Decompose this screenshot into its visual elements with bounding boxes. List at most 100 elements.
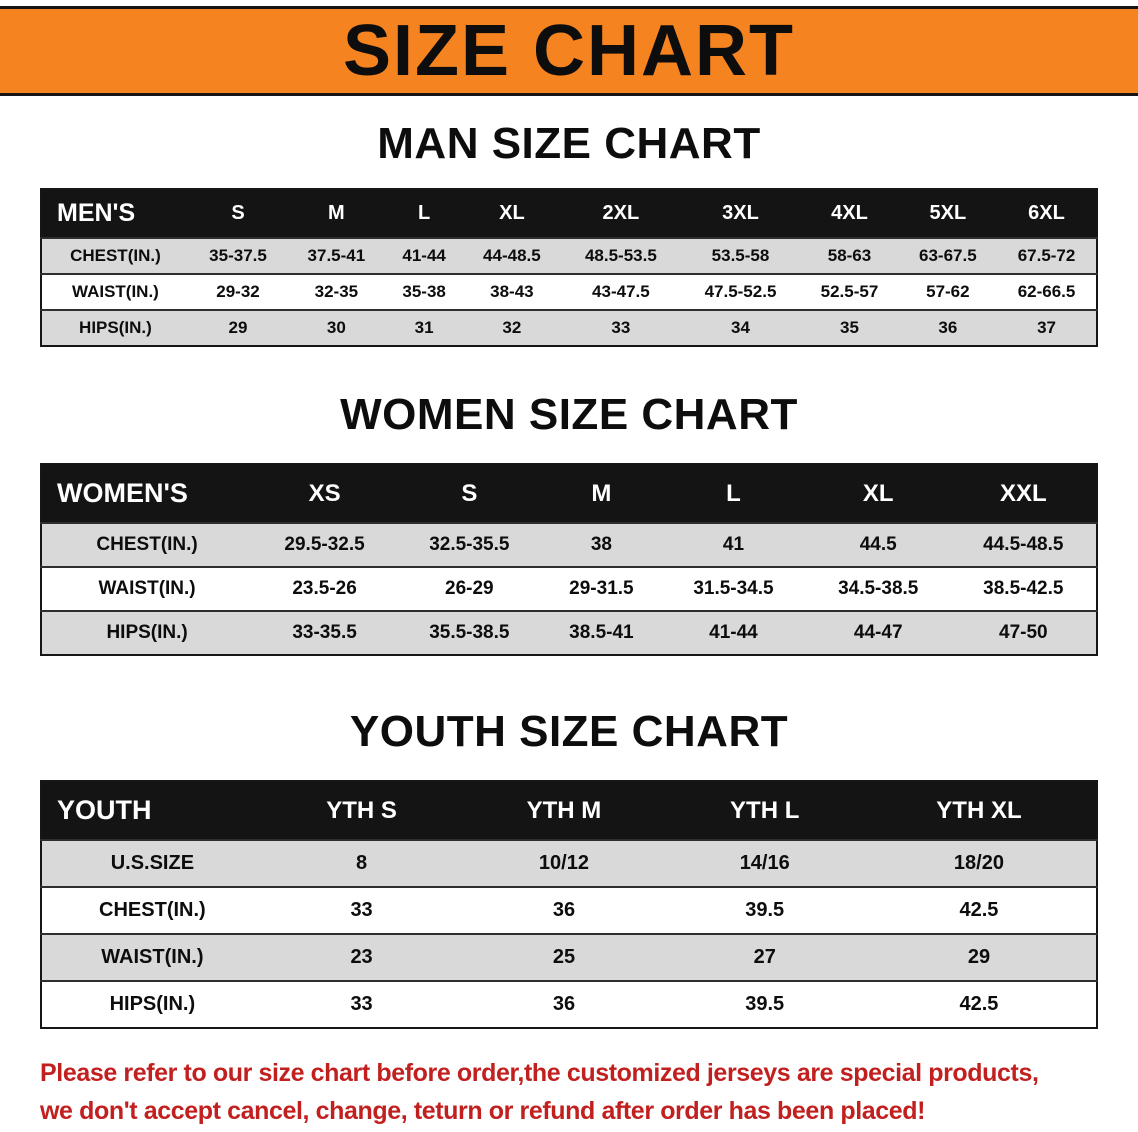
youth-size-chart-section: YOUTH SIZE CHART YOUTH YTH S YTH M YTH L YTH…	[0, 710, 1138, 1029]
measurement-value-cell: 48.5-53.5	[561, 237, 681, 274]
table-title-cell: MEN'S	[41, 189, 189, 238]
measurement-value-cell: 44.5	[805, 522, 951, 567]
size-header-cell: YTH S	[262, 781, 461, 840]
measurement-value-cell: 14/16	[667, 839, 862, 887]
measurement-value-cell: 23.5-26	[252, 566, 397, 611]
size-header-cell: S	[396, 464, 542, 523]
women-size-table: WOMEN'S XS S M L XL XXL CHEST(IN.) 29.5-32.5 32.5…	[40, 463, 1098, 656]
table-row: U.S.SIZE 8 10/12 14/16 18/20	[41, 839, 1097, 887]
size-header-cell: 4XL	[800, 189, 899, 238]
measurement-value-cell: 25	[460, 933, 668, 981]
measurement-label-cell: HIPS(IN.)	[41, 980, 263, 1028]
measurement-value-cell: 43-47.5	[561, 273, 681, 310]
measurement-value-cell: 23	[262, 933, 461, 981]
men-size-table: MEN'S S M L XL 2XL 3XL 4XL 5XL 6XL CHEST(IN.) 35-37…	[40, 188, 1098, 347]
size-chart-banner: SIZE CHART	[0, 6, 1138, 96]
measurement-label-cell: HIPS(IN.)	[41, 610, 253, 655]
measurement-label-cell: WAIST(IN.)	[41, 273, 189, 310]
measurement-value-cell: 39.5	[667, 980, 862, 1028]
measurement-value-cell: 44-48.5	[462, 237, 562, 274]
measurement-value-cell: 33	[262, 886, 461, 934]
measurement-value-cell: 10/12	[460, 839, 668, 887]
youth-section-heading: YOUTH SIZE CHART	[349, 707, 789, 756]
size-header-cell: XL	[462, 189, 562, 238]
measurement-value-cell: 36	[898, 309, 998, 346]
size-header-cell: XL	[805, 464, 951, 523]
measurement-value-cell: 39.5	[667, 886, 862, 934]
table-row: HIPS(IN.) 29 30 31 32 33 34 35 36 37	[41, 309, 1097, 346]
measurement-value-cell: 32-35	[287, 273, 386, 310]
measurement-value-cell: 34	[680, 309, 801, 346]
measurement-value-cell: 33	[561, 309, 681, 346]
measurement-value-cell: 67.5-72	[997, 237, 1097, 274]
size-header-cell: XXL	[950, 464, 1097, 523]
size-header-cell: L	[385, 189, 463, 238]
table-header-row: YOUTH YTH S YTH M YTH L YTH XL	[41, 781, 1097, 840]
measurement-value-cell: 42.5	[861, 886, 1097, 934]
measurement-value-cell: 52.5-57	[800, 273, 899, 310]
size-header-cell: YTH L	[667, 781, 862, 840]
man-size-chart-section: MAN SIZE CHART MEN'S S M L XL 2XL 3XL 4XL 5XL 6XL…	[0, 122, 1138, 347]
table-row: CHEST(IN.) 29.5-32.5 32.5-35.5 38 41 44.5 44.5…	[41, 522, 1097, 567]
measurement-value-cell: 36	[460, 886, 668, 934]
table-title-cell: YOUTH	[41, 781, 263, 840]
measurement-value-cell: 32.5-35.5	[396, 522, 542, 567]
measurement-value-cell: 27	[667, 933, 862, 981]
measurement-value-cell: 29.5-32.5	[252, 522, 397, 567]
measurement-value-cell: 32	[462, 309, 562, 346]
disclaimer-line-1: Please refer to our size chart before or…	[40, 1059, 1039, 1087]
measurement-value-cell: 47.5-52.5	[680, 273, 801, 310]
women-section-heading: WOMEN SIZE CHART	[340, 390, 798, 439]
measurement-value-cell: 63-67.5	[898, 237, 998, 274]
measurement-value-cell: 35.5-38.5	[396, 610, 542, 655]
measurement-label-cell: HIPS(IN.)	[41, 309, 189, 346]
measurement-value-cell: 38.5-41	[541, 610, 662, 655]
table-row: CHEST(IN.) 35-37.5 37.5-41 41-44 44-48.5 48.5…	[41, 237, 1097, 274]
table-row: HIPS(IN.) 33-35.5 35.5-38.5 38.5-41 41-44 44-…	[41, 610, 1097, 655]
measurement-label-cell: CHEST(IN.)	[41, 886, 263, 934]
measurement-value-cell: 8	[262, 839, 461, 887]
measurement-label-cell: WAIST(IN.)	[41, 933, 263, 981]
disclaimer-line-2: we don't accept cancel, change, teturn o…	[40, 1096, 926, 1125]
measurement-value-cell: 37	[997, 309, 1097, 346]
measurement-value-cell: 42.5	[861, 980, 1097, 1028]
size-header-cell: 5XL	[898, 189, 998, 238]
measurement-value-cell: 30	[287, 309, 386, 346]
size-header-cell: M	[287, 189, 386, 238]
measurement-value-cell: 41-44	[661, 610, 806, 655]
size-header-cell: 3XL	[680, 189, 801, 238]
women-size-chart-section: WOMEN SIZE CHART WOMEN'S XS S M L XL XXL CHEST(…	[0, 393, 1138, 656]
size-header-cell: XS	[252, 464, 397, 523]
measurement-value-cell: 35-38	[385, 273, 463, 310]
size-header-cell: YTH M	[460, 781, 668, 840]
size-header-cell: S	[188, 189, 288, 238]
measurement-value-cell: 57-62	[898, 273, 998, 310]
measurement-label-cell: WAIST(IN.)	[41, 566, 253, 611]
man-section-heading: MAN SIZE CHART	[377, 119, 761, 168]
measurement-value-cell: 37.5-41	[287, 237, 386, 274]
measurement-label-cell: U.S.SIZE	[41, 839, 263, 887]
measurement-value-cell: 36	[460, 980, 668, 1028]
table-row: CHEST(IN.) 33 36 39.5 42.5	[41, 886, 1097, 934]
measurement-value-cell: 35-37.5	[188, 237, 288, 274]
size-header-cell: 6XL	[997, 189, 1097, 238]
measurement-label-cell: CHEST(IN.)	[41, 522, 253, 567]
table-header-row: WOMEN'S XS S M L XL XXL	[41, 464, 1097, 523]
measurement-value-cell: 44-47	[805, 610, 951, 655]
page-title: SIZE CHART	[343, 11, 795, 91]
table-row: HIPS(IN.) 33 36 39.5 42.5	[41, 980, 1097, 1028]
measurement-value-cell: 41	[661, 522, 806, 567]
measurement-value-cell: 38-43	[462, 273, 562, 310]
measurement-value-cell: 34.5-38.5	[805, 566, 951, 611]
table-header-row: MEN'S S M L XL 2XL 3XL 4XL 5XL 6XL	[41, 189, 1097, 238]
size-header-cell: M	[541, 464, 662, 523]
size-header-cell: YTH XL	[861, 781, 1097, 840]
measurement-value-cell: 29	[188, 309, 288, 346]
youth-size-table: YOUTH YTH S YTH M YTH L YTH XL U.S.SIZE 8 10/12…	[40, 780, 1098, 1029]
measurement-value-cell: 47-50	[950, 610, 1097, 655]
table-row: WAIST(IN.) 23 25 27 29	[41, 933, 1097, 981]
measurement-value-cell: 29	[861, 933, 1097, 981]
measurement-value-cell: 38.5-42.5	[950, 566, 1097, 611]
measurement-label-cell: CHEST(IN.)	[41, 237, 189, 274]
